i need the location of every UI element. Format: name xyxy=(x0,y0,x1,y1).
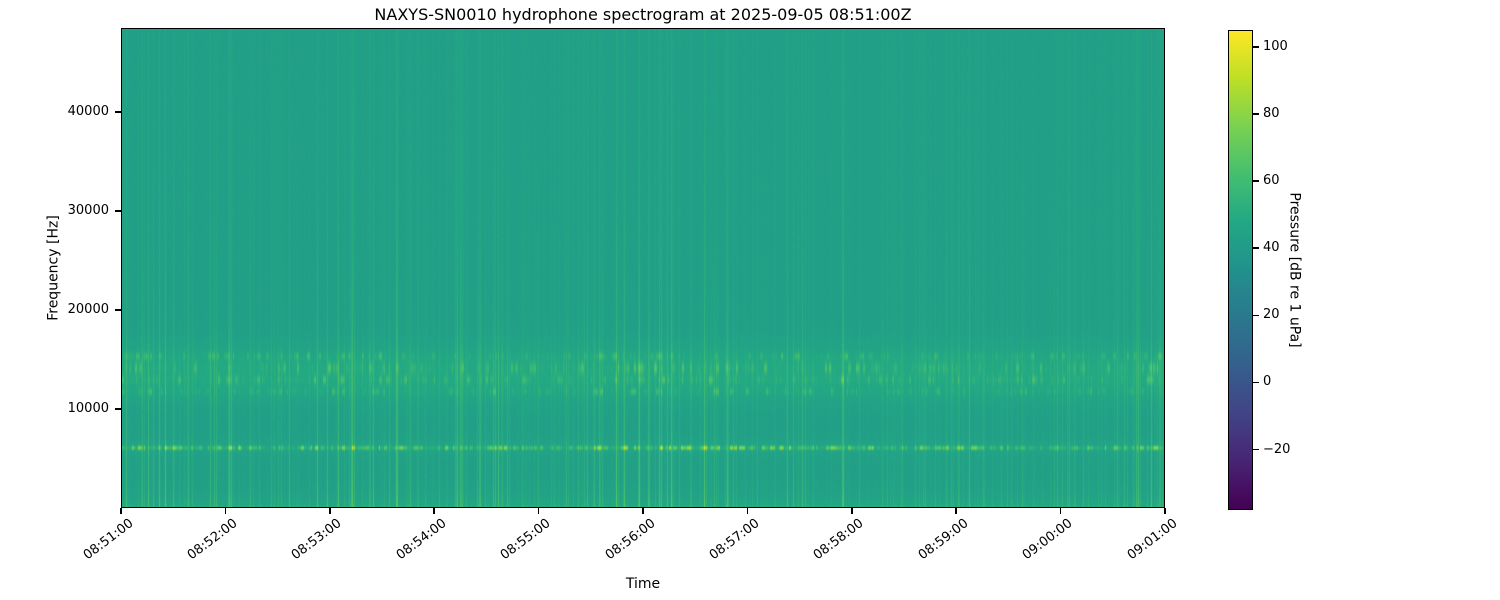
y-tick-label: 40000 xyxy=(67,104,109,120)
x-tick-label: 09:01:00 xyxy=(1124,516,1181,564)
colorbar-tick xyxy=(1253,247,1259,249)
colorbar-tick xyxy=(1253,113,1259,115)
x-tick xyxy=(642,508,644,514)
chart-title: NAXYS-SN0010 hydrophone spectrogram at 2… xyxy=(374,5,912,24)
spectrogram-heatmap xyxy=(122,29,1164,507)
x-tick-label: 08:53:00 xyxy=(289,516,345,564)
colorbar-tick-label: 40 xyxy=(1263,240,1280,256)
x-tick-label: 08:58:00 xyxy=(811,516,867,564)
y-tick-label: 10000 xyxy=(67,401,109,417)
colorbar-tick xyxy=(1253,314,1259,317)
y-tick-label: 30000 xyxy=(67,203,109,219)
x-tick-label: 08:52:00 xyxy=(184,516,241,564)
colorbar-tick xyxy=(1253,381,1259,384)
x-tick xyxy=(120,508,122,514)
y-tick xyxy=(115,408,121,410)
x-tick xyxy=(851,508,853,514)
x-tick-label: 08:55:00 xyxy=(497,516,554,564)
colorbar-tick xyxy=(1253,180,1259,182)
x-tick xyxy=(433,508,435,514)
y-tick xyxy=(115,210,121,212)
colorbar-tick xyxy=(1253,46,1259,48)
colorbar-tick xyxy=(1253,448,1259,451)
x-tick-label: 09:00:00 xyxy=(1019,516,1076,564)
colorbar-tick-label: 0 xyxy=(1263,374,1272,390)
x-axis-label: Time xyxy=(625,576,661,592)
x-tick xyxy=(955,508,957,514)
x-tick xyxy=(1164,508,1166,514)
x-tick-label: 08:54:00 xyxy=(393,516,450,564)
colorbar-tick-label: 100 xyxy=(1263,38,1288,54)
colorbar-tick-label: 60 xyxy=(1263,173,1280,189)
y-tick-label: 20000 xyxy=(67,302,109,318)
x-tick-label: 08:59:00 xyxy=(915,516,972,564)
colorbar-tick-label: 20 xyxy=(1263,307,1280,323)
x-tick xyxy=(224,508,227,514)
colorbar-tick-label: 80 xyxy=(1263,105,1280,121)
x-tick-label: 08:56:00 xyxy=(602,516,659,564)
colorbar-tick-label: −20 xyxy=(1263,441,1291,457)
x-tick xyxy=(537,508,540,514)
x-tick xyxy=(1059,508,1062,514)
y-tick xyxy=(115,111,121,113)
x-tick xyxy=(329,508,331,514)
x-tick xyxy=(746,508,749,514)
colorbar-label: Pressure [dB re 1 uPa] xyxy=(1286,192,1303,348)
colorbar-gradient xyxy=(1229,31,1252,509)
x-tick-label: 08:51:00 xyxy=(80,516,137,564)
y-tick xyxy=(115,309,121,311)
x-tick-label: 08:57:00 xyxy=(706,516,763,564)
